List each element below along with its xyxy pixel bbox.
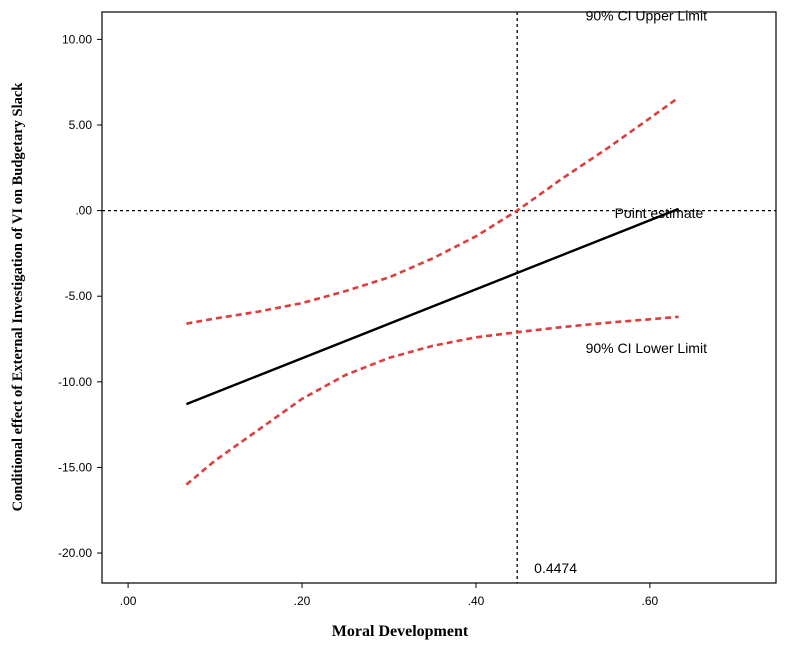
series-label: 90% CI Upper Limit (586, 8, 707, 24)
reference-lines (102, 12, 776, 583)
x-tick-label: .00 (120, 594, 137, 608)
series-label: 90% CI Lower Limit (586, 340, 707, 356)
x-axis-title: Moral Development (332, 623, 469, 640)
y-tick-label: -10.00 (58, 375, 92, 389)
reference-value-label: 0.4474 (534, 560, 577, 576)
series-label: Point estimate (615, 205, 704, 221)
x-tick-label: .60 (642, 594, 659, 608)
series-line-point-estimate (185, 207, 680, 406)
y-axis-title: Conditional effect of External Investiga… (10, 82, 26, 512)
y-axis-ticks: 10.00 5.00 .00 -5.00 -10.00 -15.00 -20.00 (58, 32, 102, 560)
series-line-90-ci-upper-limit (186, 96, 680, 325)
y-tick-label: .00 (75, 204, 92, 218)
y-tick-label: -15.00 (58, 460, 92, 474)
y-tick-label: -5.00 (65, 289, 93, 303)
y-tick-label: 5.00 (69, 118, 93, 132)
annotations: Point estimate 90% CI Upper Limit 90% CI L… (534, 8, 707, 576)
y-tick-label: -20.00 (58, 546, 92, 560)
series-line-90-ci-lower-limit (185, 315, 679, 486)
series-layer (185, 96, 680, 486)
x-axis-ticks: .00 .20 .40 .60 (120, 583, 659, 608)
y-tick-label: 10.00 (62, 32, 92, 46)
plot-area (101, 11, 777, 584)
x-tick-label: .20 (294, 594, 311, 608)
x-tick-label: .40 (468, 594, 485, 608)
